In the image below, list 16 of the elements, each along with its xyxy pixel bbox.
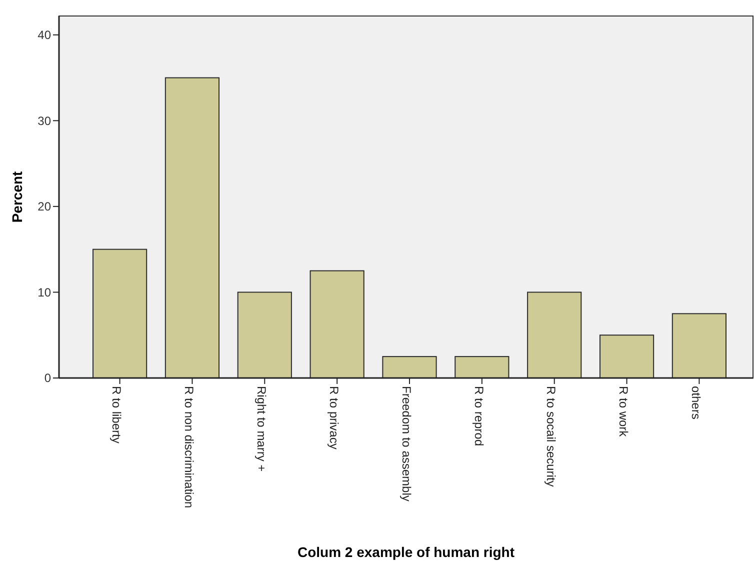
y-tick-label: 20 (38, 200, 52, 214)
y-tick-label: 10 (38, 285, 52, 300)
y-tick-label: 0 (44, 371, 52, 386)
x-tick-label: R to socail security (544, 386, 558, 487)
y-tick-label: 40 (38, 28, 52, 42)
x-tick-label: R to work (616, 386, 631, 438)
x-axis-title: Colum 2 example of human right (297, 544, 515, 560)
y-axis-title: Percent (9, 170, 25, 223)
x-tick-label: R to reprod (472, 386, 486, 446)
y-tick-label: 30 (38, 114, 52, 128)
x-tick-label: R to liberty (110, 386, 124, 444)
x-tick-label: R to non discrimination (182, 386, 196, 508)
x-tick-label: Freedom to assembly (399, 386, 414, 502)
x-tick-label: others (689, 386, 704, 420)
x-tick-label: Right to marry + (254, 386, 268, 472)
x-tick-label: R to privacy (326, 386, 341, 450)
